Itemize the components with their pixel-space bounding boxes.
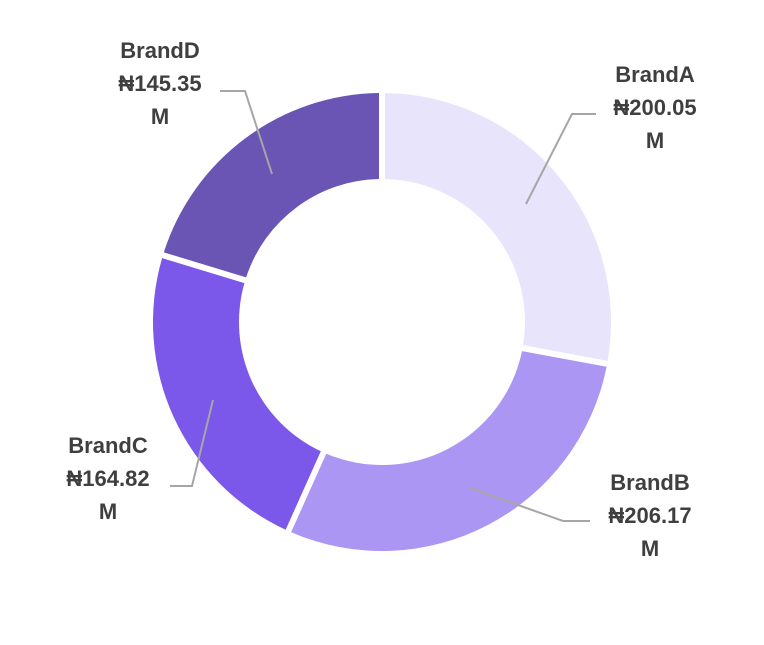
slice-label-label: BrandB: [610, 470, 689, 495]
slice-label-unit-text: M: [151, 104, 169, 129]
donut-slice-brandc: [152, 258, 321, 530]
slice-label-brandc: BrandC ₦164.82 M: [66, 433, 149, 524]
leader-line-brandc: [170, 399, 214, 487]
slice-label-value-text: ₦145.35: [118, 71, 201, 96]
slice-label-label: BrandC: [68, 433, 148, 458]
slice-label-unit-text: M: [99, 499, 117, 524]
donut-slice-brandb: [291, 351, 607, 551]
slice-label-label: BrandA: [615, 62, 695, 87]
donut-slice-brandd: [163, 93, 379, 278]
slice-label-value-text: ₦164.82: [66, 466, 149, 491]
slice-label-value-text: ₦200.05: [613, 95, 696, 120]
slice-label-brandb: BrandB ₦206.17 M: [608, 470, 691, 561]
leader-line-brandb: [469, 487, 590, 522]
leader-line-branda: [525, 113, 596, 205]
slice-label-brandd: BrandD ₦145.35 M: [118, 38, 201, 129]
leader-line-brandd: [220, 90, 273, 175]
donut-slice-branda: [385, 93, 611, 361]
slice-label-unit-text: M: [646, 128, 664, 153]
slice-label-value-text: ₦206.17: [608, 503, 691, 528]
slice-label-branda: BrandA ₦200.05 M: [613, 62, 696, 153]
slice-label-unit-text: M: [641, 536, 659, 561]
slice-label-label: BrandD: [120, 38, 199, 63]
